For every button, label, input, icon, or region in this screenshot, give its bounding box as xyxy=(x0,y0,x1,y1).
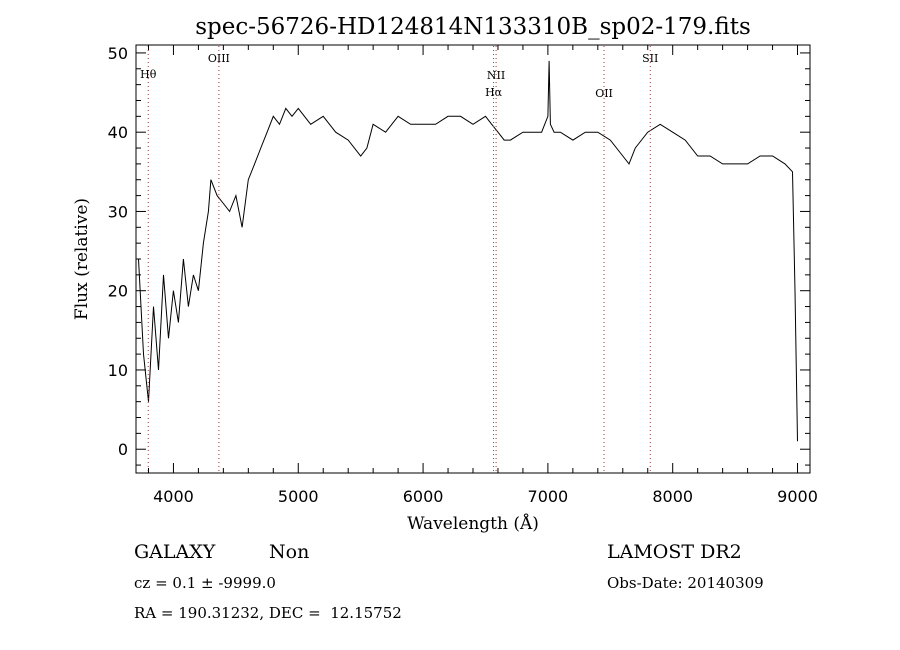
observation-date: Obs-Date: 20140309 xyxy=(607,574,764,592)
x-tick-label: 4000 xyxy=(153,487,194,506)
x-tick-label: 7000 xyxy=(528,487,569,506)
spectrum-line xyxy=(138,60,798,442)
plot-frame xyxy=(135,44,811,474)
object-subclass: Non xyxy=(269,541,310,563)
x-axis-label: Wavelength (Å) xyxy=(407,513,539,534)
x-tick-label: 9000 xyxy=(777,487,818,506)
spectral-line-label: OIII xyxy=(208,52,230,65)
chart-title: spec-56726-HD124814N133310B_sp02-179.fit… xyxy=(195,14,751,40)
x-tick-label: 8000 xyxy=(652,487,693,506)
coordinates-line: RA = 190.31232, DEC = 12.15752 xyxy=(134,604,402,622)
x-tick-label: 6000 xyxy=(403,487,444,506)
y-tick-label: 10 xyxy=(108,361,128,380)
y-axis-label: Flux (relative) xyxy=(72,198,92,320)
y-tick-label: 0 xyxy=(118,440,128,459)
y-tick-label: 40 xyxy=(108,123,128,142)
y-tick-label: 50 xyxy=(108,44,128,63)
y-tick-label: 30 xyxy=(108,202,128,221)
object-class: GALAXY xyxy=(134,541,216,563)
redshift-line: cz = 0.1 ± -9999.0 xyxy=(134,574,276,592)
spectral-line-label: Hθ xyxy=(140,68,157,81)
x-tick-label: 5000 xyxy=(278,487,319,506)
survey-name: LAMOST DR2 xyxy=(607,541,742,563)
spectral-line-label: NII xyxy=(487,69,505,82)
spectral-line-label: Hα xyxy=(485,86,503,99)
spectral-line-label: SII xyxy=(642,52,658,65)
spectral-line-label: OII xyxy=(595,87,613,100)
y-tick-label: 20 xyxy=(108,282,128,301)
